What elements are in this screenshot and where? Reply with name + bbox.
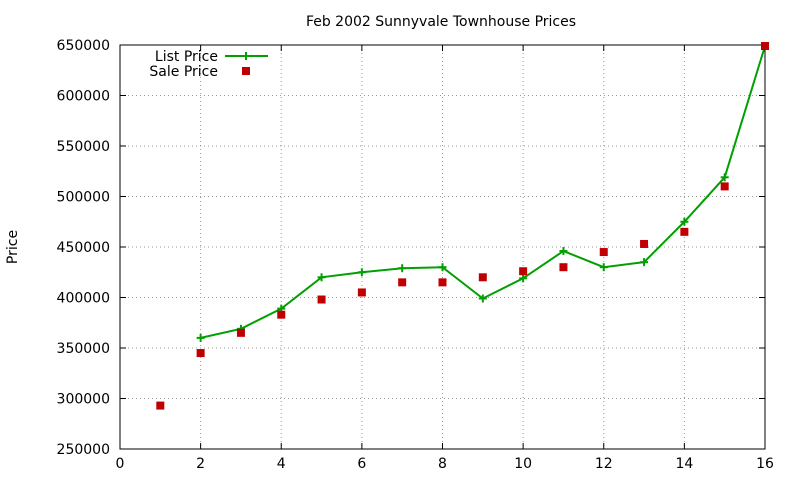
list-price-point	[478, 294, 487, 303]
y-tick-label: 550000	[57, 139, 110, 155]
list-price-point	[357, 268, 366, 277]
sale-price-point	[438, 278, 447, 287]
list-price-point	[599, 263, 608, 272]
sale-price-point	[398, 278, 407, 287]
sale-price-point	[196, 349, 205, 358]
list-price-point	[196, 333, 205, 342]
list-price-line	[200, 45, 766, 339]
x-tick-label: 2	[196, 456, 205, 472]
legend-swatch-marker	[242, 52, 250, 60]
sale-price-point	[640, 239, 649, 248]
x-tick-label: 4	[277, 456, 286, 472]
grid	[120, 45, 765, 449]
sale-price-point	[277, 310, 286, 319]
sale-price-point	[478, 273, 487, 282]
chart-title: Feb 2002 Sunnyvale Townhouse Prices	[306, 14, 576, 30]
y-tick-label: 400000	[57, 291, 110, 307]
sale-price-point	[599, 248, 608, 257]
y-tick-label: 450000	[57, 240, 110, 256]
list-price-point	[317, 273, 326, 282]
list-price-point	[720, 173, 729, 182]
list-price-point	[438, 263, 447, 272]
y-tick-label: 500000	[57, 190, 110, 206]
y-tick-label: 300000	[57, 392, 110, 408]
x-tick-label: 6	[357, 456, 366, 472]
sale-price-point	[761, 42, 769, 51]
legend-swatch-marker	[242, 67, 250, 75]
sale-price-point	[559, 263, 568, 272]
sale-price-point	[519, 267, 528, 276]
y-tick-label: 350000	[57, 341, 110, 357]
sale-price-point	[317, 295, 326, 304]
x-tick-label: 16	[756, 456, 774, 472]
sale-price-point	[236, 328, 245, 337]
y-tick-label: 250000	[57, 442, 110, 458]
sale-price-point	[680, 227, 689, 236]
legend-label: Sale Price	[149, 64, 218, 80]
x-tick-label: 10	[514, 456, 532, 472]
y-axis-label: Price	[5, 230, 21, 264]
list-price-point	[640, 258, 649, 267]
x-tick-label: 14	[675, 456, 693, 472]
sale-price-point	[156, 401, 165, 410]
series-0	[196, 42, 769, 342]
series-1	[156, 42, 769, 410]
axes: 0 2 4 6 8 10 12 14 16 250000 300000 350000 400000 450…	[57, 38, 774, 472]
sale-price-point	[720, 182, 729, 191]
x-tick-label: 12	[595, 456, 613, 472]
list-price-point	[398, 264, 407, 273]
list-price-point	[680, 217, 689, 226]
x-tick-label: 0	[116, 456, 125, 472]
series	[156, 42, 769, 410]
sale-price-point	[357, 288, 366, 297]
x-tick-label: 8	[438, 456, 447, 472]
y-tick-label: 650000	[57, 38, 110, 54]
y-tick-label: 600000	[57, 89, 110, 105]
list-price-point	[559, 247, 568, 256]
legend-label: List Price	[155, 49, 218, 65]
list-price-point	[519, 274, 528, 283]
